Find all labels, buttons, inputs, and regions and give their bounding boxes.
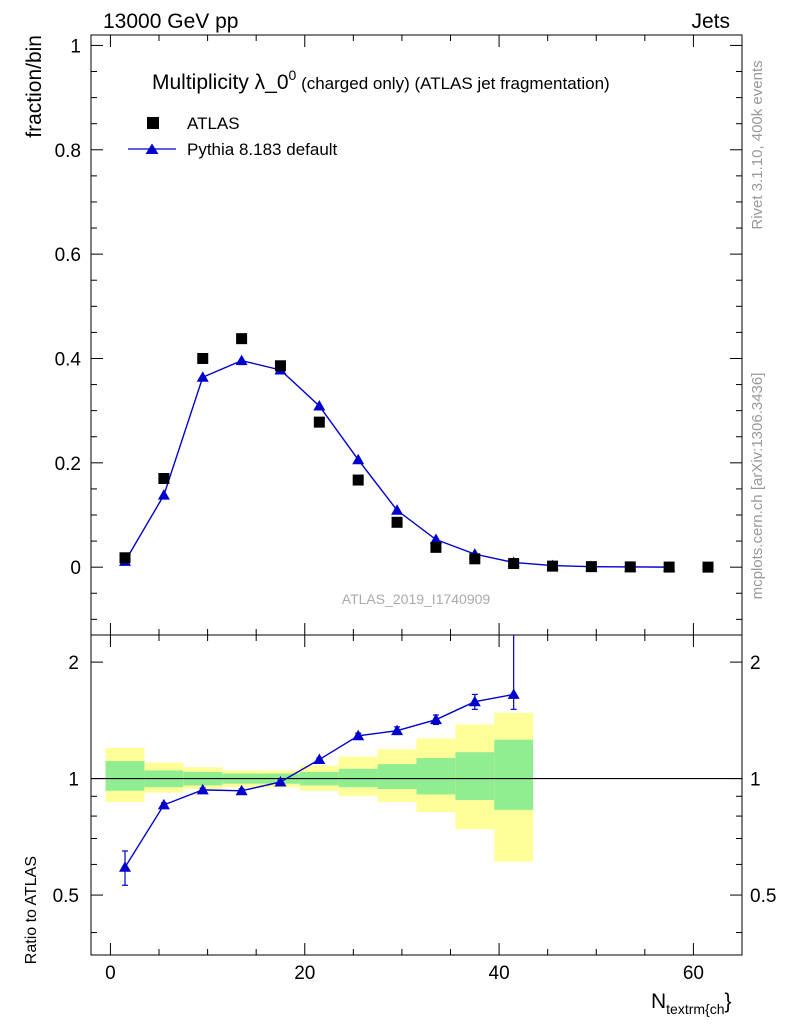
xlabel-main: N [651,990,666,1013]
analysis-id: ATLAS_2019_I1740909 [342,591,491,607]
atlas-point [508,558,520,570]
atlas-point [585,561,597,573]
main-ytick-label: 0.2 [55,454,81,475]
band-inner [494,739,534,810]
pythia-point [352,453,365,465]
main-ytick-label: 0.6 [55,245,81,266]
ratio-ytick-label-right: 2 [750,653,761,674]
plot-title-main: Multiplicity λ_0 [152,71,289,94]
ratio-point [157,798,170,810]
atlas-point [547,560,559,572]
main-ylabel: fraction/bin [23,35,46,138]
ratio-point [352,729,365,741]
ratio-ytick-label: 2 [68,653,79,674]
ratio-point [235,784,248,796]
ratio-xtick-label: 20 [294,963,315,984]
ratio-xtick-label: 0 [105,963,116,984]
atlas-point [469,553,481,565]
ratio-xtick-label: 40 [489,963,510,984]
ratio-point [274,775,287,787]
main-ytick-label: 0.4 [55,349,82,370]
mcplots-label: mcplots.cern.ch [arXiv:1306.3436] [749,373,766,600]
ratio-ytick-label: 1 [68,770,79,791]
ratio-point [429,713,442,725]
atlas-point [274,360,286,372]
pythia-line [124,359,670,568]
pythia-point [235,354,248,366]
pythia-point [391,504,404,515]
ratio-panel: 0.5 0.51 12 20 20 40 60 [53,634,776,984]
legend-pythia-marker [145,143,159,154]
plot-title: Multiplicity λ_00 (charged only) (ATLAS … [152,67,610,94]
pythia-point [313,399,326,411]
atlas-point [313,416,325,428]
main-panel: 0 0.2 0.4 0.6 0.8 1 [55,34,743,636]
header-left: 13000 GeV pp [103,10,238,33]
band-inner [416,758,456,795]
legend-pythia-label: Pythia 8.183 default [187,140,338,159]
ratio-frame [90,634,743,956]
ratio-point [468,695,481,707]
pythia-point [429,533,442,545]
atlas-point [352,474,364,486]
main-ytick-label: 1 [70,36,81,57]
atlas-point [624,561,636,573]
xlabel-close: } [725,990,732,1013]
plot-title-suffix: (charged only) (ATLAS jet fragmentation) [296,74,609,93]
main-ytick-label: 0.8 [55,141,81,162]
atlas-point [119,552,131,564]
plot-title-sup: 0 [289,67,297,83]
ratio-point [196,783,209,795]
atlas-point [430,541,442,553]
band-inner [377,764,417,789]
pythia-point [157,489,170,500]
ratio-ylabel: Ratio to ATLAS [23,856,40,964]
ratio-point [119,861,132,872]
ratio-ytick-label-right: 0.5 [750,886,776,907]
band-inner [105,761,145,791]
ratio-ytick-label-right: 1 [750,770,761,791]
pythia-point [196,371,209,382]
atlas-point [663,561,675,573]
ratio-xtick-label: 60 [683,963,704,984]
ratio-ytick-label: 0.5 [53,886,79,907]
ratio-xlabel: Ntextrm{ch} [651,990,732,1017]
main-ytick-label: 0 [70,558,81,579]
atlas-point [236,333,248,345]
legend-atlas-label: ATLAS [187,114,240,133]
atlas-point [702,561,714,573]
header-right: Jets [691,10,730,33]
rivet-label: Rivet 3.1.10, 400k events [749,60,766,229]
ratio-point [507,688,520,699]
ratio-point [313,753,326,765]
atlas-point [391,516,403,528]
ratio-point [391,724,404,736]
legend-atlas-marker [147,117,159,129]
band-inner [455,752,495,801]
xlabel-sub: textrm{ch [666,1001,724,1017]
atlas-point [197,352,209,364]
atlas-point [158,472,170,484]
